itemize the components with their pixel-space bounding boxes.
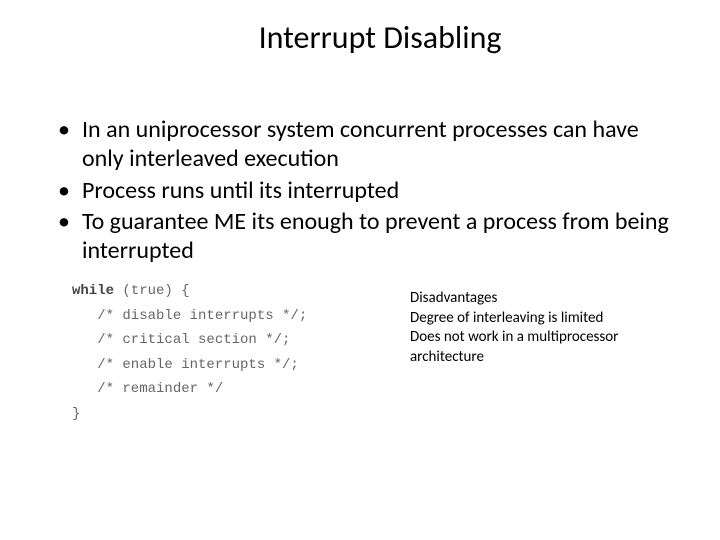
- disadvantages-block: Disadvantages Degree of interleaving is …: [380, 279, 670, 426]
- code-line: /* remainder */: [72, 377, 380, 402]
- code-line: /* enable interrupts */;: [72, 353, 380, 378]
- code-line: /* critical section */;: [72, 328, 380, 353]
- bottom-row: while (true) { /* disable interrupts */;…: [50, 279, 670, 426]
- code-line: /* disable interrupts */;: [72, 304, 380, 329]
- disadv-line: Degree of interleaving is limited: [410, 309, 670, 329]
- code-line: }: [72, 402, 380, 427]
- disadv-heading: Disadvantages: [410, 289, 670, 309]
- slide-title: Interrupt Disabling: [90, 18, 670, 57]
- bullet-list: In an uniprocessor system concurrent pro…: [50, 115, 670, 265]
- slide: Interrupt Disabling In an uniprocessor s…: [0, 0, 720, 540]
- code-text: (true) {: [114, 283, 190, 299]
- code-line: while (true) {: [72, 279, 380, 304]
- bullet-item: To guarantee ME its enough to prevent a …: [56, 207, 670, 266]
- code-keyword: while: [72, 283, 114, 299]
- code-block: while (true) { /* disable interrupts */;…: [50, 279, 380, 426]
- disadv-line: Does not work in a multiprocessor archit…: [410, 328, 670, 367]
- bullet-item: In an uniprocessor system concurrent pro…: [56, 115, 670, 174]
- bullet-item: Process runs until its interrupted: [56, 176, 670, 205]
